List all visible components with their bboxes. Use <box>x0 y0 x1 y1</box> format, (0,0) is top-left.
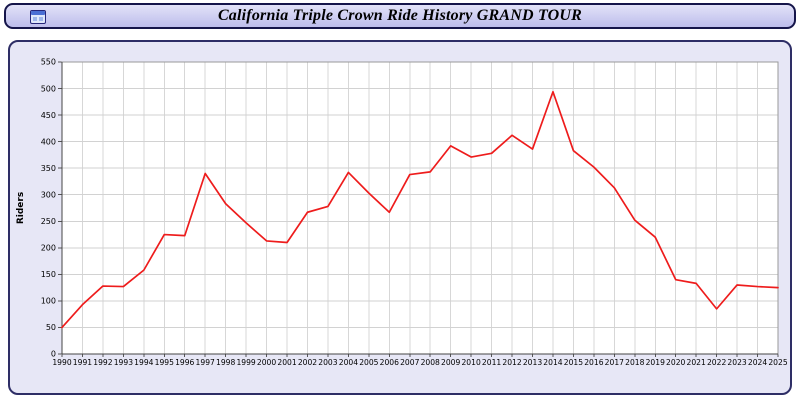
svg-text:2013: 2013 <box>523 358 542 367</box>
svg-text:2019: 2019 <box>646 358 665 367</box>
svg-text:300: 300 <box>41 190 56 199</box>
svg-text:550: 550 <box>41 58 56 67</box>
svg-text:1990: 1990 <box>52 358 71 367</box>
svg-text:200: 200 <box>41 244 56 253</box>
chart-panel: 0 50 100 150 200 250 300 350 400 450 500 550 1990 199… <box>8 40 792 395</box>
svg-text:2007: 2007 <box>400 358 419 367</box>
svg-text:2009: 2009 <box>441 358 460 367</box>
svg-text:2002: 2002 <box>298 358 317 367</box>
title-bar: California Triple Crown Ride History GRA… <box>4 3 796 29</box>
svg-text:350: 350 <box>41 164 56 173</box>
svg-text:2016: 2016 <box>584 358 603 367</box>
svg-text:1993: 1993 <box>114 358 133 367</box>
svg-text:150: 150 <box>41 270 56 279</box>
svg-text:400: 400 <box>41 137 56 146</box>
svg-text:100: 100 <box>41 297 56 306</box>
svg-text:2017: 2017 <box>605 358 624 367</box>
svg-text:50: 50 <box>46 323 56 332</box>
svg-text:2003: 2003 <box>318 358 337 367</box>
svg-text:0: 0 <box>51 350 56 359</box>
window-icon <box>30 10 46 24</box>
riders-line-series <box>61 90 779 329</box>
svg-text:2020: 2020 <box>666 358 685 367</box>
svg-text:450: 450 <box>41 111 56 120</box>
svg-text:2004: 2004 <box>339 358 358 367</box>
svg-text:1994: 1994 <box>134 358 153 367</box>
svg-text:2024: 2024 <box>748 358 767 367</box>
svg-text:1996: 1996 <box>175 358 194 367</box>
svg-text:1991: 1991 <box>73 358 92 367</box>
svg-text:2008: 2008 <box>421 358 440 367</box>
svg-text:1995: 1995 <box>155 358 174 367</box>
svg-text:2023: 2023 <box>727 358 746 367</box>
svg-text:2005: 2005 <box>359 358 378 367</box>
svg-text:2010: 2010 <box>461 358 480 367</box>
svg-text:2021: 2021 <box>687 358 706 367</box>
svg-text:2022: 2022 <box>707 358 726 367</box>
svg-text:2015: 2015 <box>564 358 583 367</box>
svg-text:1997: 1997 <box>196 358 215 367</box>
page-title: California Triple Crown Ride History GRA… <box>217 7 583 24</box>
svg-text:2018: 2018 <box>625 358 644 367</box>
svg-text:1999: 1999 <box>236 358 255 367</box>
svg-text:2006: 2006 <box>380 358 399 367</box>
svg-text:2012: 2012 <box>502 358 521 367</box>
svg-text:2000: 2000 <box>257 358 276 367</box>
x-axis-labels: 1990 1991 1992 1993 1994 1995 1996 1997 1998 1999… <box>52 358 787 367</box>
svg-text:2011: 2011 <box>482 358 501 367</box>
svg-text:2014: 2014 <box>543 358 562 367</box>
svg-text:1998: 1998 <box>216 358 235 367</box>
plot-area <box>62 62 778 354</box>
svg-text:500: 500 <box>41 84 56 93</box>
ride-history-chart: 0 50 100 150 200 250 300 350 400 450 500 550 1990 199… <box>12 48 794 393</box>
svg-text:1992: 1992 <box>93 358 112 367</box>
y-axis-labels: 0 50 100 150 200 250 300 350 400 450 500 550 <box>41 58 56 359</box>
svg-text:2025: 2025 <box>768 358 787 367</box>
svg-text:250: 250 <box>41 217 56 226</box>
y-axis-title: Riders <box>16 192 26 224</box>
svg-text:2001: 2001 <box>277 358 296 367</box>
